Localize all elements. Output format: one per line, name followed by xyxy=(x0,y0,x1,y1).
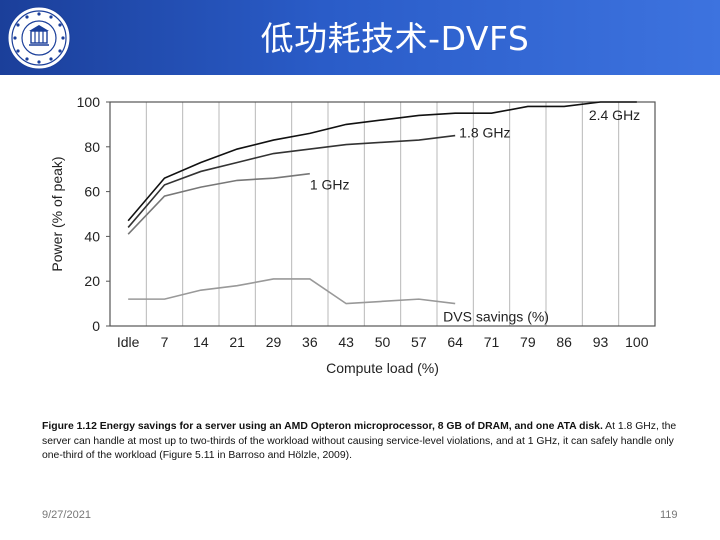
x-tick-label: 86 xyxy=(556,334,572,350)
slide-header: 低功耗技术-DVFS xyxy=(0,0,720,75)
x-tick-label: 71 xyxy=(484,334,500,350)
x-axis-label: Compute load (%) xyxy=(326,360,439,376)
series-label-1-ghz: 1 GHz xyxy=(310,177,350,193)
page-number: 119 xyxy=(660,509,678,521)
x-tick-label: 29 xyxy=(266,334,282,350)
series-label-2-4-ghz: 2.4 GHz xyxy=(589,107,640,123)
power-vs-load-chart: 0 20 40 60 80 100 Idle 7 14 21 29 36 43 50 57 64 71 79 86 9… xyxy=(49,94,656,376)
slide-title: 低功耗技术-DVFS xyxy=(260,19,530,58)
series-label-dvs-savings: DVS savings (%) xyxy=(443,309,549,325)
caption-bold: Figure 1.12 Energy savings for a server … xyxy=(42,421,603,432)
y-tick-label: 40 xyxy=(84,228,100,244)
x-tick-label: 36 xyxy=(302,334,318,350)
series-label-1-8-ghz: 1.8 GHz xyxy=(459,125,510,141)
y-axis-label: Power (% of peak) xyxy=(49,156,65,271)
series-line-dvs-savings xyxy=(128,278,456,305)
series-line-1-8-ghz xyxy=(127,134,456,228)
caption-text: At 1.8 GHz, the server can handle at mos… xyxy=(42,421,677,461)
x-tick-label: 64 xyxy=(447,334,463,350)
x-tick-label: 43 xyxy=(338,334,354,350)
plot-frame xyxy=(109,101,656,327)
x-tick-label: 79 xyxy=(520,334,536,350)
x-tick-label: Idle xyxy=(117,334,140,350)
y-tick-label: 100 xyxy=(77,94,101,110)
x-tick-label: 50 xyxy=(375,334,391,350)
y-tick-label: 80 xyxy=(84,139,100,155)
x-tick-label: 7 xyxy=(161,334,169,350)
slide-date: 9/27/2021 xyxy=(42,509,91,521)
series-line-1-ghz xyxy=(127,172,310,235)
university-seal-icon xyxy=(7,6,71,70)
y-tick-label: 60 xyxy=(84,184,100,200)
x-tick-label: 100 xyxy=(625,334,649,350)
y-tick-label: 0 xyxy=(92,318,100,334)
x-tick-label: 14 xyxy=(193,334,209,350)
figure-caption: Figure 1.12 Energy savings for a server … xyxy=(42,420,678,464)
series-line-2-4-ghz xyxy=(127,101,637,222)
x-tick-label: 21 xyxy=(229,334,245,350)
x-tick-label: 93 xyxy=(593,334,609,350)
x-tick-label: 57 xyxy=(411,334,427,350)
y-tick-label: 20 xyxy=(84,273,100,289)
